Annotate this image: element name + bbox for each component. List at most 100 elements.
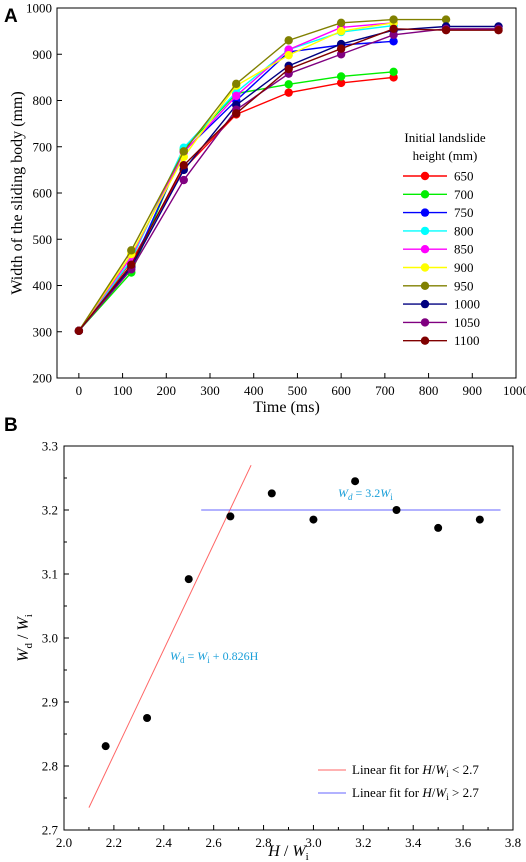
panel-a-y-axis-title: Width of the sliding body (mm) <box>9 91 26 294</box>
panel-b-x-axis-title: H / Wi <box>267 843 308 862</box>
x-tick-label: 2.0 <box>56 835 72 850</box>
y-tick-label: 400 <box>33 278 53 293</box>
data-point-950 <box>389 15 398 24</box>
panel-b-y-axis-title: Wd / Wi <box>15 614 35 662</box>
x-tick-label: 200 <box>157 383 177 398</box>
data-point-950 <box>336 18 346 27</box>
legend-marker-750 <box>420 208 430 217</box>
y-tick-label: 600 <box>33 186 53 201</box>
data-point-1100 <box>441 26 451 35</box>
x-tick-label: 0 <box>76 383 83 398</box>
data-point-850 <box>232 91 241 101</box>
data-point-1100 <box>179 161 188 170</box>
fit-line-low <box>88 464 252 808</box>
data-point-950 <box>179 147 188 156</box>
data-point-1100 <box>389 24 398 34</box>
legend-marker-800 <box>420 226 430 236</box>
legend-title-line-2: height (mm) <box>413 148 478 163</box>
y-tick-label: 2.8 <box>42 759 58 774</box>
data-point-1100 <box>74 326 84 336</box>
x-tick-label: 300 <box>200 383 220 398</box>
x-tick-label: 500 <box>288 383 308 398</box>
y-tick-label: 200 <box>33 371 53 386</box>
scatter-point <box>267 489 276 498</box>
series-line-900 <box>78 22 394 332</box>
data-point-700 <box>336 72 346 81</box>
legend-marker-850 <box>420 245 430 254</box>
legend-label-950: 950 <box>454 278 474 293</box>
legend-label-800: 800 <box>454 223 474 238</box>
x-tick-label: 3.2 <box>355 835 371 850</box>
y-tick-label: 800 <box>33 93 53 108</box>
legend-label-750: 750 <box>454 205 474 220</box>
y-tick-label: 500 <box>33 232 53 247</box>
data-point-1100 <box>494 26 503 35</box>
panel-b-x-axis: 2.0 2.2 2.4 2.6 2.8 3.0 3.2 3.4 3.6 3.8 <box>56 825 521 850</box>
legend-label-700: 700 <box>454 187 474 202</box>
legend-label-850: 850 <box>454 242 474 257</box>
panel-b-scatter-chart: B 2.0 2.2 2.4 2.6 2.8 3.0 3.2 3.4 3.6 3.8 2.72.82… <box>4 415 521 862</box>
panel-b-legend: Linear fit for H/Wi < 2.7 Linear fit for… <box>318 762 479 802</box>
y-tick-label: 1000 <box>26 1 52 16</box>
y-tick-label: 3.1 <box>42 567 58 582</box>
data-point-950 <box>284 36 293 45</box>
scatter-point <box>434 523 443 532</box>
panel-a-x-axis: 0 100 200 300 400 500 600 700 800 900 1000 <box>76 373 526 398</box>
panel-a-y-axis: 200 300 400 500 600 700 800 900 1000 <box>26 1 62 386</box>
scatter-point <box>184 575 193 584</box>
legend-label-1000: 1000 <box>454 297 480 312</box>
data-point-1100 <box>336 44 346 53</box>
panel-a-line-chart: A 0 100 200 300 400 500 600 700 800 900 1000 200 30… <box>4 1 526 417</box>
x-tick-label: 700 <box>375 383 395 398</box>
panel-b-label: B <box>4 415 18 436</box>
scatter-point <box>309 515 318 524</box>
legend-title-line-1: Initial landslide <box>404 130 485 145</box>
legend-marker-650 <box>420 171 430 181</box>
y-tick-label: 900 <box>33 47 53 62</box>
panel-b-points <box>101 477 484 751</box>
x-tick-label: 900 <box>463 383 483 398</box>
x-tick-label: 2.4 <box>156 835 173 850</box>
x-tick-label: 2.2 <box>106 835 122 850</box>
scatter-point <box>101 742 110 751</box>
legend-label-fit-high: Linear fit for H/Wi > 2.7 <box>352 785 479 802</box>
legend-marker-1100 <box>420 336 430 345</box>
series-line-950 <box>78 18 447 332</box>
x-tick-label: 3.8 <box>505 835 521 850</box>
legend-label-650: 650 <box>454 169 474 184</box>
data-point-950 <box>232 79 241 89</box>
panel-b-y-axis: 2.7 2.8 2.9 3.0 3.1 3.2 3.3 <box>42 439 69 838</box>
x-tick-label: 3.4 <box>405 835 422 850</box>
legend-marker-950 <box>420 281 430 290</box>
fit-equation-low: Wd = Wi + 0.826H <box>170 649 259 665</box>
data-point-900 <box>336 26 346 36</box>
data-point-1050 <box>389 30 398 40</box>
x-tick-label: 600 <box>331 383 351 398</box>
x-tick-label: 800 <box>419 383 439 398</box>
fit-equation-high: Wd = 3.2Wi <box>338 486 393 502</box>
legend-marker-900 <box>420 263 430 272</box>
data-point-1100 <box>127 260 136 269</box>
legend-label-fit-low: Linear fit for H/Wi < 2.7 <box>352 762 479 779</box>
x-tick-label: 1000 <box>503 383 526 398</box>
data-point-650 <box>284 88 293 97</box>
x-tick-label: 100 <box>113 383 133 398</box>
y-tick-label: 700 <box>33 139 53 154</box>
series-line-800 <box>78 24 394 332</box>
x-tick-label: 3.6 <box>455 835 472 850</box>
panel-b-fit-lines <box>88 464 501 808</box>
data-point-650 <box>336 78 346 88</box>
data-point-900 <box>284 50 293 60</box>
legend-label-900: 900 <box>454 260 474 275</box>
legend-marker-1050 <box>420 318 430 327</box>
panel-a-legend: Initial landslide height (mm) 650 700 750 8… <box>403 130 486 348</box>
y-tick-label: 2.9 <box>42 695 58 710</box>
legend-marker-700 <box>420 190 430 199</box>
data-point-700 <box>284 80 293 89</box>
x-tick-label: 2.8 <box>255 835 271 850</box>
y-tick-label: 3.2 <box>42 503 58 518</box>
legend-label-1050: 1050 <box>454 315 480 330</box>
x-tick-label: 3.0 <box>305 835 321 850</box>
data-point-750 <box>389 37 398 46</box>
